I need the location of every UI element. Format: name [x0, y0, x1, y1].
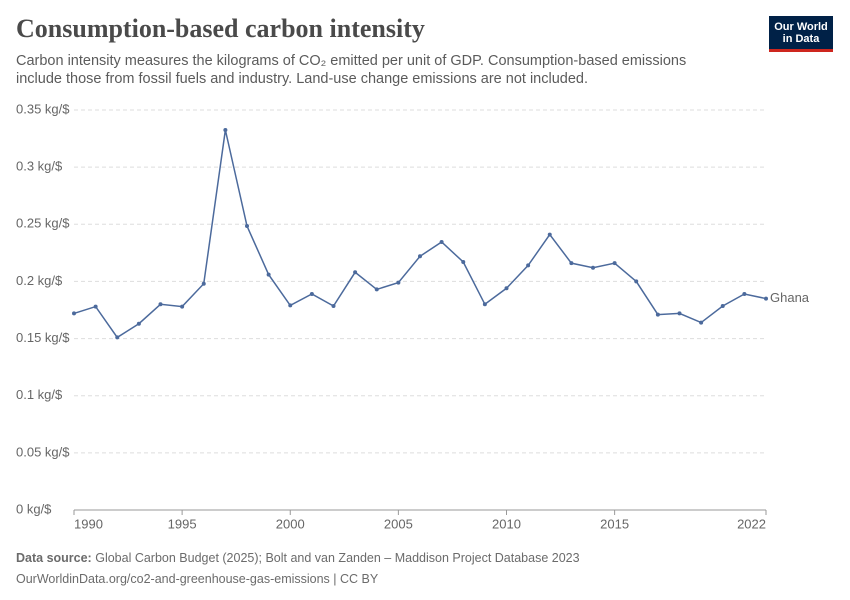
source-line: Data source: Global Carbon Budget (2025)…	[16, 548, 580, 569]
chart-subtitle: Carbon intensity measures the kilograms …	[16, 53, 687, 87]
point	[677, 311, 682, 316]
point	[266, 272, 271, 277]
logo[interactable]: Our World in Data	[769, 16, 833, 52]
x-tick-label: 2015	[600, 516, 629, 531]
point	[223, 128, 228, 132]
point	[526, 263, 531, 268]
url: OurWorldinData.org/co2-and-greenhouse-ga…	[16, 572, 379, 586]
point	[309, 292, 314, 296]
y-tick-label: 0.2 kg/$	[16, 273, 63, 288]
point	[547, 232, 552, 237]
point	[569, 261, 574, 266]
point	[115, 335, 120, 340]
point	[396, 280, 401, 285]
x-tick-label: 2022	[737, 516, 766, 531]
point	[136, 321, 141, 326]
footer: Data source: Global Carbon Budget (2025)…	[16, 548, 580, 590]
point	[742, 292, 747, 296]
point	[764, 296, 768, 301]
point	[461, 260, 466, 264]
point	[72, 311, 76, 316]
x-tick-label: 2005	[384, 516, 413, 531]
point	[245, 224, 249, 228]
point	[353, 270, 358, 275]
y-tick-label: 0.25 kg/$	[16, 216, 70, 231]
source-label: Data source:	[16, 551, 92, 565]
point	[720, 304, 725, 308]
point	[591, 265, 595, 270]
source: Global Carbon Budget (2025); Bolt and va…	[95, 551, 580, 565]
point	[482, 302, 487, 307]
chart: 0 kg/$ 0.05 kg/$ 0.1 kg/$ 0.15 kg/$ 0.2 kg/$…	[16, 101, 810, 531]
point	[504, 286, 509, 291]
point	[418, 254, 422, 259]
point	[439, 240, 444, 244]
point	[374, 287, 379, 292]
y-tick-label: 0 kg/$	[16, 501, 52, 516]
x-tick-label: 1990	[74, 516, 103, 531]
y-tick-label: 0.35 kg/$	[16, 101, 70, 116]
y-tick-label: 0.1 kg/$	[16, 387, 63, 402]
x-tick-label: 2010	[492, 516, 521, 531]
point	[331, 304, 336, 308]
point	[158, 302, 163, 307]
x-tick-label: 2000	[276, 516, 305, 531]
y-tick-label: 0.15 kg/$	[16, 330, 70, 345]
point	[201, 281, 206, 286]
point	[93, 304, 98, 309]
point	[699, 320, 704, 325]
y-tick-label: 0.05 kg/$	[16, 444, 70, 459]
point	[612, 261, 617, 266]
y-tick-label: 0.3 kg/$	[16, 159, 63, 174]
logo-line: in Data	[782, 33, 820, 45]
x-tick-label: 1995	[168, 516, 197, 531]
point	[634, 279, 639, 284]
series-label: Ghana	[770, 290, 810, 305]
point	[180, 304, 185, 309]
chart-title: Consumption-based carbon intensity	[16, 14, 425, 43]
line	[73, 129, 767, 339]
point	[288, 303, 293, 308]
point	[655, 312, 660, 317]
logo-line: Our World	[774, 21, 828, 33]
